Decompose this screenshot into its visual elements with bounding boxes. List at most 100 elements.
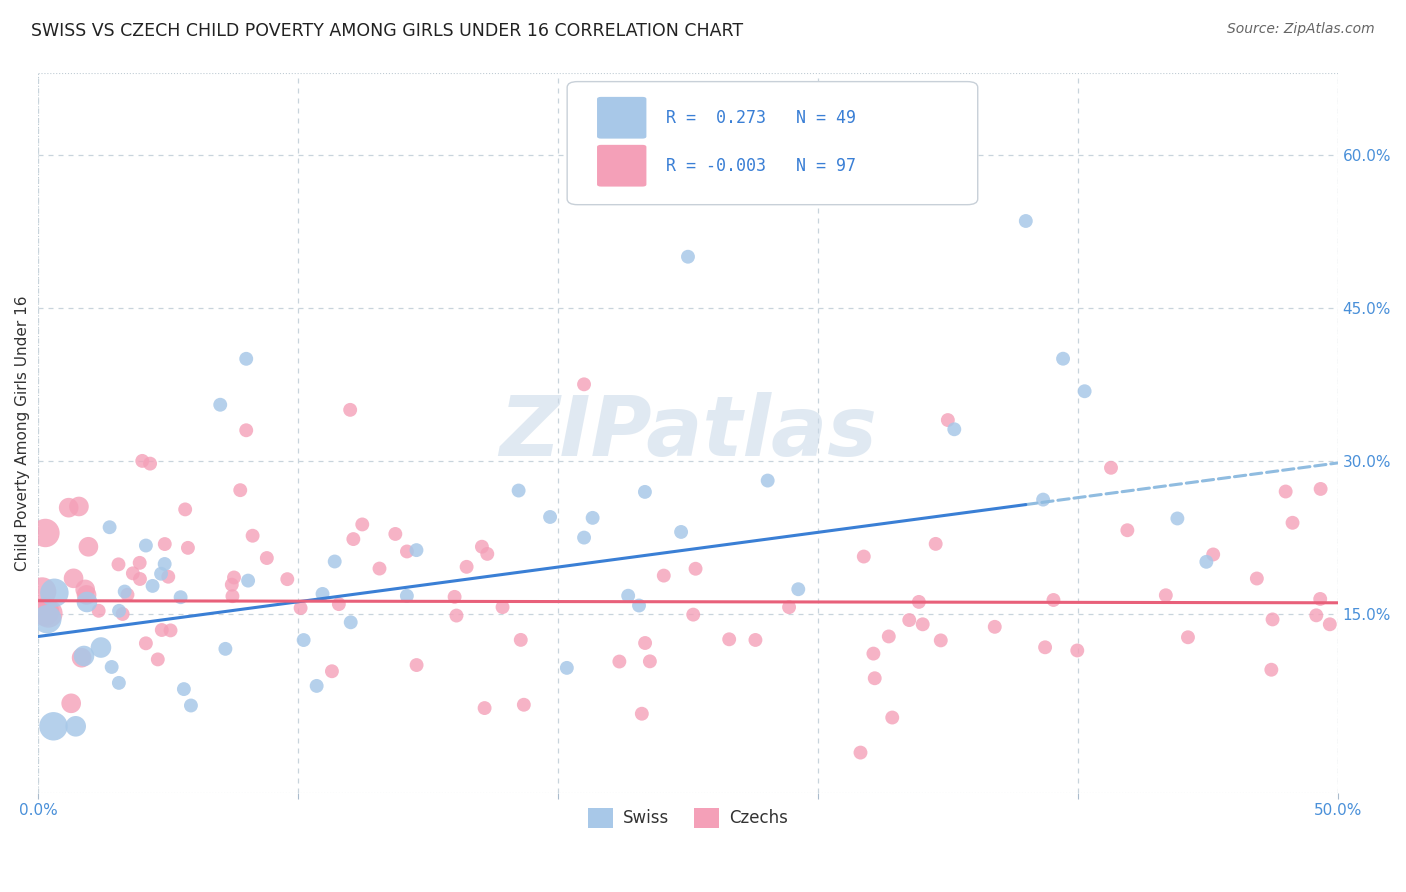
Point	[609, 655, 631, 669]
Point	[111, 607, 134, 621]
Point	[37, 607, 59, 621]
Point	[173, 682, 195, 697]
Point	[1309, 591, 1331, 606]
Point	[70, 650, 93, 665]
Point	[305, 679, 328, 693]
Point	[87, 604, 110, 618]
Point	[114, 584, 136, 599]
Point	[108, 676, 131, 690]
Point	[572, 531, 595, 545]
Point	[159, 624, 181, 638]
Point	[242, 529, 264, 543]
Legend: Swiss, Czechs: Swiss, Czechs	[581, 801, 794, 835]
Point	[229, 483, 252, 498]
FancyBboxPatch shape	[567, 81, 977, 204]
Point	[221, 577, 243, 591]
Point	[323, 554, 346, 568]
Point	[508, 483, 530, 498]
Point	[214, 641, 236, 656]
Point	[676, 250, 699, 264]
Point	[582, 511, 605, 525]
FancyBboxPatch shape	[598, 97, 647, 138]
Point	[682, 607, 704, 622]
Point	[1260, 663, 1282, 677]
Point	[142, 579, 165, 593]
Point	[491, 600, 513, 615]
Point	[685, 562, 707, 576]
Point	[1195, 555, 1218, 569]
Point	[638, 654, 661, 668]
Point	[509, 632, 531, 647]
Point	[321, 665, 343, 679]
Point	[65, 719, 87, 733]
Point	[474, 701, 496, 715]
Point	[395, 589, 418, 603]
Point	[634, 636, 657, 650]
Point	[634, 484, 657, 499]
Point	[443, 590, 465, 604]
Point	[236, 574, 259, 588]
Point	[139, 457, 162, 471]
Point	[174, 502, 197, 516]
Point	[395, 544, 418, 558]
Point	[1154, 588, 1177, 602]
Point	[1166, 511, 1188, 525]
Point	[76, 595, 98, 609]
Point	[538, 510, 561, 524]
Point	[177, 541, 200, 555]
Point	[67, 500, 90, 514]
Point	[1202, 548, 1225, 562]
Point	[1261, 612, 1284, 626]
Point	[471, 540, 494, 554]
Point	[122, 566, 145, 581]
Point	[150, 623, 173, 637]
Point	[77, 540, 100, 554]
Point	[108, 604, 131, 618]
Point	[131, 454, 153, 468]
Point	[984, 620, 1007, 634]
Point	[863, 671, 886, 685]
Point	[44, 586, 66, 600]
FancyBboxPatch shape	[598, 145, 647, 186]
Point	[1305, 608, 1327, 623]
Point	[555, 661, 578, 675]
Point	[180, 698, 202, 713]
Point	[924, 537, 946, 551]
Point	[222, 570, 245, 584]
Point	[877, 630, 900, 644]
Point	[652, 568, 675, 582]
Text: Source: ZipAtlas.com: Source: ZipAtlas.com	[1227, 22, 1375, 37]
Text: R =  0.273   N = 49: R = 0.273 N = 49	[666, 109, 856, 127]
Point	[1099, 460, 1122, 475]
Point	[76, 588, 98, 602]
Point	[117, 588, 139, 602]
Point	[572, 377, 595, 392]
Point	[405, 543, 427, 558]
Point	[100, 660, 122, 674]
Point	[898, 613, 921, 627]
Point	[1177, 630, 1199, 644]
Point	[1319, 617, 1341, 632]
Point	[129, 572, 152, 586]
Point	[943, 422, 966, 436]
Point	[882, 710, 904, 724]
Point	[669, 524, 692, 539]
Point	[292, 633, 315, 648]
Point	[1246, 572, 1268, 586]
Point	[477, 547, 499, 561]
Point	[98, 520, 121, 534]
Point	[756, 474, 779, 488]
Point	[352, 517, 374, 532]
Point	[862, 647, 884, 661]
Point	[446, 608, 468, 623]
Point	[456, 559, 478, 574]
Point	[368, 561, 391, 575]
Point	[1281, 516, 1303, 530]
Point	[135, 636, 157, 650]
Point	[1073, 384, 1095, 399]
Point	[339, 402, 361, 417]
Point	[209, 398, 232, 412]
Point	[37, 612, 59, 626]
Point	[128, 556, 150, 570]
Point	[929, 633, 952, 648]
